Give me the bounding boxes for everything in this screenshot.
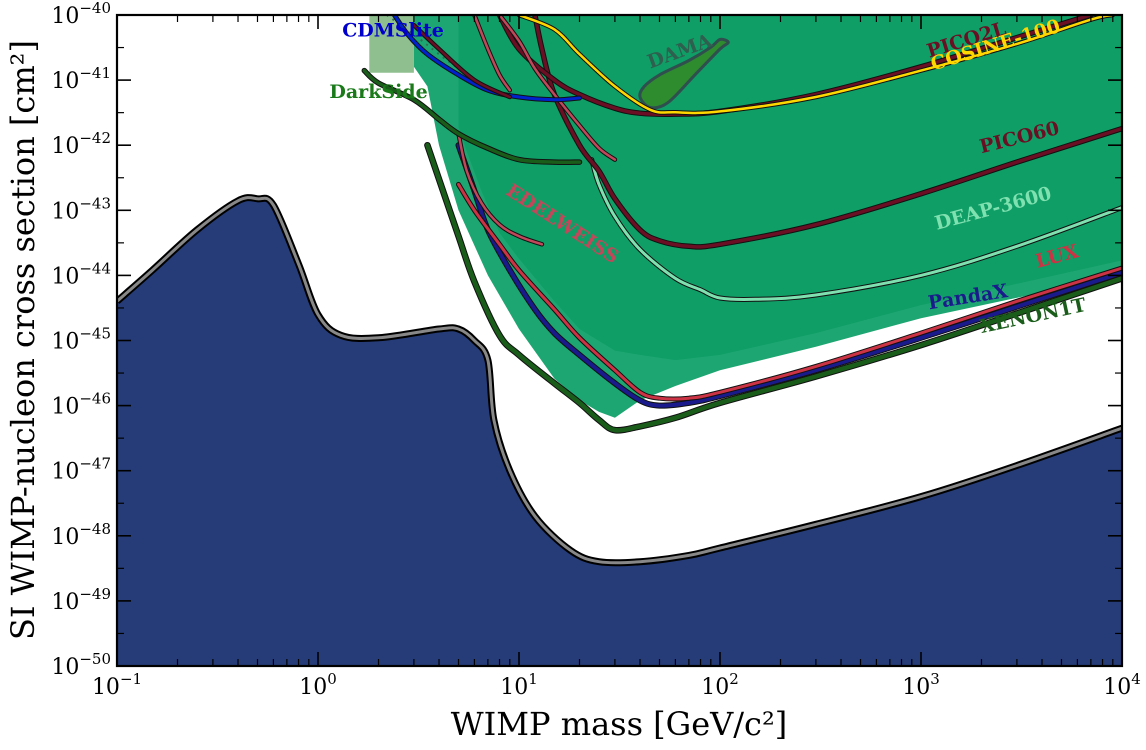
axes: 10−1 100 101 102 103 104 10−50 10−49 10−48 10−47 1…: [51, 0, 1140, 700]
y-tick-label: 10−46: [51, 390, 111, 420]
series-lux: [457, 182, 1122, 401]
y-tick-label: 10−44: [51, 259, 111, 289]
y-tick-label: 10−47: [51, 455, 111, 485]
plot-area: [117, 15, 1122, 666]
x-axis-title: WIMP mass [GeV/c²]: [451, 705, 788, 743]
x-tick-label: 101: [500, 670, 538, 700]
series-darkside: [362, 68, 582, 165]
series-pandax: [456, 143, 1122, 408]
y-tick-label: 10−41: [51, 64, 111, 94]
series-cdmslite: [392, 15, 581, 102]
dama-region: [638, 37, 730, 110]
y-axis-title: SI WIMP-nucleon cross section [cm²]: [4, 40, 42, 640]
x-tick-label: 103: [902, 670, 940, 700]
series-pico60: [533, 15, 1122, 249]
series-edelweiss: [498, 15, 617, 161]
label-darkside: DarkSide: [329, 81, 427, 103]
series-edelweiss-3: [457, 132, 544, 246]
label-cdmslite: CDMSlite: [342, 19, 444, 41]
y-tick-label: 10−45: [51, 325, 111, 355]
x-tick-label: 10−1: [92, 670, 142, 700]
series-deap-3600: [590, 158, 1122, 302]
y-tick-label: 10−40: [51, 0, 111, 29]
region-lux-region: [458, 15, 1122, 361]
series-pico-diag: [412, 23, 512, 99]
x-tick-label: 104: [1103, 670, 1141, 700]
y-tick-label: 10−50: [51, 650, 111, 680]
y-tick-label: 10−42: [51, 129, 111, 159]
series-cosine-100: [517, 15, 1115, 115]
series-edelweiss-2: [473, 15, 512, 92]
x-tick-label: 100: [299, 670, 337, 700]
y-tick-label: 10−49: [51, 585, 111, 615]
x-tick-label: 102: [701, 670, 739, 700]
y-tick-label: 10−48: [51, 520, 111, 550]
neutrino-floor-fill: [117, 197, 1122, 666]
y-tick-label: 10−43: [51, 194, 111, 224]
series-xenon1t: [425, 142, 1122, 433]
neutrino-floor-edge: [117, 196, 1122, 565]
